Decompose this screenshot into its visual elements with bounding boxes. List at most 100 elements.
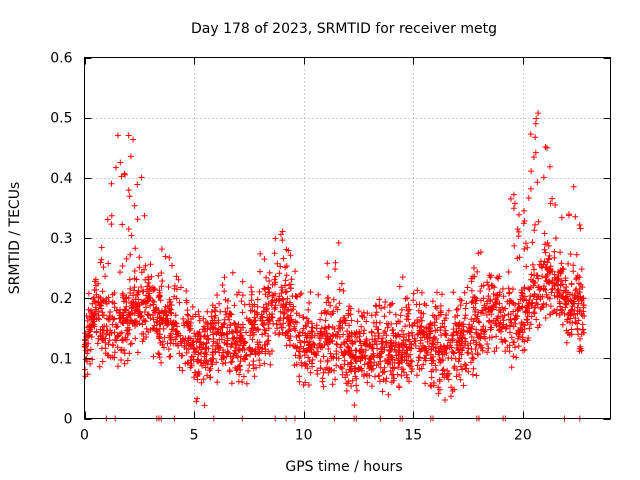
data-point [304,332,311,339]
data-point [109,354,116,361]
data-point [282,289,289,296]
data-point [458,335,464,342]
data-point [439,357,446,364]
data-point [375,373,382,380]
data-point [158,246,165,253]
data-point [289,306,296,313]
data-point [318,325,325,332]
data-point [271,276,278,283]
data-point [419,317,425,324]
data-point [194,376,201,383]
data-point [323,364,330,371]
data-point [346,322,353,329]
data-point [385,391,392,398]
data-point [207,365,214,372]
data-point [510,205,517,212]
data-point [143,334,150,340]
data-point [115,363,121,370]
data-point [132,245,139,252]
data-point [383,375,390,382]
data-point [568,326,575,333]
data-point [249,307,256,314]
data-point [473,341,480,348]
data-point [422,380,429,387]
data-point [250,331,257,338]
data-point [216,336,223,343]
data-point [104,315,110,322]
data-point [131,268,138,274]
data-point [298,290,305,297]
data-point [457,376,464,383]
data-point [204,325,211,332]
data-point [569,291,576,298]
data-point [536,322,543,328]
data-point [514,313,521,320]
data-point [192,311,199,318]
data-point [93,329,100,336]
data-point [141,266,147,273]
data-point [511,242,518,249]
data-point [337,344,344,351]
y-tick-label: 0.6 [50,51,72,67]
data-point [231,347,238,354]
data-point [139,321,146,328]
data-point [113,307,120,314]
data-point [243,329,250,336]
data-point [278,302,285,309]
data-point [468,359,474,366]
data-point [215,326,222,333]
data-point [192,348,199,355]
data-point [341,361,348,368]
data-point [305,306,312,313]
data-point [132,323,139,329]
data-point [223,331,230,338]
data-point [462,312,469,319]
data-point [526,286,533,293]
data-point [322,324,328,331]
data-point [398,342,405,349]
data-point [277,263,284,270]
data-point [551,307,558,314]
data-point [462,338,469,345]
data-point [470,294,477,301]
data-point [487,274,494,281]
data-point [450,349,457,356]
data-point [466,328,473,335]
data-point [510,339,517,346]
data-point [403,304,410,311]
data-point [456,296,463,303]
data-point [150,301,157,308]
data-point [227,322,234,329]
data-point [96,363,103,370]
data-point [542,144,549,150]
data-point [327,350,334,357]
data-point [306,338,313,345]
data-point [327,302,334,309]
data-point [277,308,284,315]
data-point [557,249,564,256]
data-point [507,329,513,336]
data-point [361,371,367,378]
data-point [125,187,132,194]
data-point [484,279,491,286]
data-point [226,367,233,374]
data-point [481,331,488,338]
data-point [296,378,303,385]
data-point [407,351,414,358]
data-point [125,132,132,139]
data-point [254,296,261,303]
data-point [243,351,250,358]
data-point [253,364,259,371]
data-point [308,349,315,356]
data-point [270,320,277,327]
data-point [541,230,548,237]
data-point [336,300,343,307]
data-point [209,317,216,324]
data-point [529,261,536,268]
data-point [231,302,238,309]
data-point [448,384,455,391]
data-point [283,272,290,279]
data-point [528,271,535,278]
data-point [169,321,176,328]
data-point [385,359,392,366]
